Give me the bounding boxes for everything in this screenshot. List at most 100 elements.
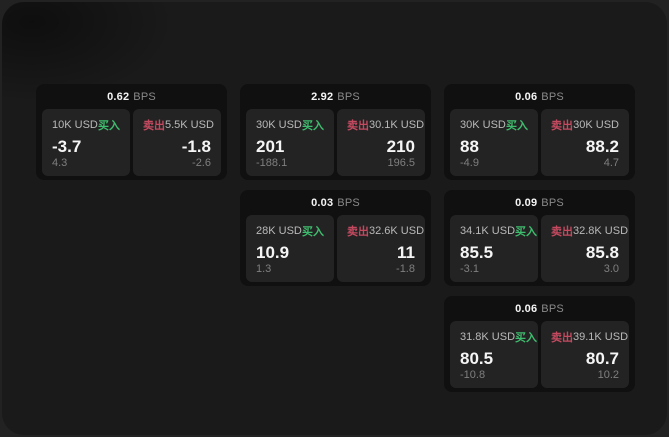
sell-sub-value: -2.6 bbox=[192, 156, 211, 169]
sell-panel-header: 卖出 30.1K USD bbox=[347, 117, 424, 133]
sell-side-label: 卖出 bbox=[551, 226, 573, 238]
sell-side-label: 卖出 bbox=[143, 120, 165, 132]
buy-price: 85.5 bbox=[460, 243, 494, 262]
sell-panel[interactable]: 卖出 5.5K USD -1.8 -2.6 bbox=[133, 109, 221, 176]
sell-panel-header: 卖出 32.6K USD bbox=[347, 223, 424, 239]
buy-sub-value: -10.8 bbox=[460, 368, 486, 381]
buy-price: -3.7 bbox=[52, 137, 82, 156]
sell-amount: 32.6K USD bbox=[369, 225, 425, 237]
sell-panel-header: 卖出 39.1K USD bbox=[551, 329, 628, 345]
sell-price: 88.2 bbox=[585, 137, 619, 156]
buy-sub-value: -4.9 bbox=[460, 156, 479, 169]
buy-panel-header: 10K USD 买入 bbox=[52, 117, 120, 133]
sell-panel-header: 卖出 5.5K USD bbox=[143, 117, 214, 133]
bps-unit-label: BPS bbox=[337, 90, 360, 103]
quote-panels: 31.8K USD 买入 80.5 -10.8 卖出 39.1K USD 80.… bbox=[444, 321, 635, 394]
quote-card[interactable]: 0.03 BPS 28K USD 买入 10.9 1.3 卖出 32.6K US… bbox=[240, 190, 431, 286]
buy-panel-header: 28K USD 买入 bbox=[256, 223, 324, 239]
quote-panels: 30K USD 买入 88 -4.9 卖出 30K USD 88.2 4.7 bbox=[444, 109, 635, 182]
buy-panel[interactable]: 34.1K USD 买入 85.5 -3.1 bbox=[450, 215, 538, 282]
bps-value: 0.62 bbox=[107, 90, 130, 103]
quote-card[interactable]: 0.09 BPS 34.1K USD 买入 85.5 -3.1 卖出 32.8K… bbox=[444, 190, 635, 286]
card-header: 0.06 BPS bbox=[444, 296, 635, 321]
sell-price: 85.8 bbox=[585, 243, 619, 262]
bps-unit-label: BPS bbox=[541, 90, 564, 103]
sell-panel[interactable]: 卖出 30.1K USD 210 196.5 bbox=[337, 109, 425, 176]
buy-amount: 30K USD bbox=[460, 119, 506, 131]
buy-price: 80.5 bbox=[460, 349, 494, 368]
sell-panel[interactable]: 卖出 39.1K USD 80.7 10.2 bbox=[541, 321, 629, 388]
card-header: 0.62 BPS bbox=[36, 84, 227, 109]
buy-panel[interactable]: 31.8K USD 买入 80.5 -10.8 bbox=[450, 321, 538, 388]
quotes-grid: 0.62 BPS 10K USD 买入 -3.7 4.3 卖出 5.5K USD… bbox=[36, 84, 635, 392]
sell-panel[interactable]: 卖出 30K USD 88.2 4.7 bbox=[541, 109, 629, 176]
buy-side-label: 买入 bbox=[98, 120, 120, 132]
sell-panel[interactable]: 卖出 32.6K USD 11 -1.8 bbox=[337, 215, 425, 282]
buy-amount: 31.8K USD bbox=[460, 331, 516, 343]
card-header: 0.03 BPS bbox=[240, 190, 431, 215]
bps-unit-label: BPS bbox=[541, 196, 564, 209]
sell-price: 11 bbox=[397, 243, 415, 262]
bps-unit-label: BPS bbox=[133, 90, 156, 103]
sell-price: -1.8 bbox=[181, 137, 211, 156]
sell-sub-value: 10.2 bbox=[597, 368, 619, 381]
buy-amount: 28K USD bbox=[256, 225, 302, 237]
card-header: 2.92 BPS bbox=[240, 84, 431, 109]
sell-amount: 5.5K USD bbox=[165, 119, 214, 131]
sell-amount: 32.8K USD bbox=[573, 225, 629, 237]
sell-side-label: 卖出 bbox=[551, 332, 573, 344]
buy-side-label: 买入 bbox=[302, 226, 324, 238]
buy-side-label: 买入 bbox=[302, 120, 324, 132]
bps-unit-label: BPS bbox=[541, 302, 564, 315]
sell-panel-header: 卖出 32.8K USD bbox=[551, 223, 628, 239]
buy-panel[interactable]: 28K USD 买入 10.9 1.3 bbox=[246, 215, 334, 282]
quote-card[interactable]: 2.92 BPS 30K USD 买入 201 -188.1 卖出 30.1K … bbox=[240, 84, 431, 180]
bps-value: 0.03 bbox=[311, 196, 334, 209]
quote-card[interactable]: 0.06 BPS 31.8K USD 买入 80.5 -10.8 卖出 39.1… bbox=[444, 296, 635, 392]
sell-price: 80.7 bbox=[585, 349, 619, 368]
buy-amount: 30K USD bbox=[256, 119, 302, 131]
sell-sub-value: 196.5 bbox=[387, 156, 415, 169]
quote-panels: 28K USD 买入 10.9 1.3 卖出 32.6K USD 11 -1.8 bbox=[240, 215, 431, 288]
quote-panels: 30K USD 买入 201 -188.1 卖出 30.1K USD 210 1… bbox=[240, 109, 431, 182]
buy-amount: 10K USD bbox=[52, 119, 98, 131]
buy-panel-header: 31.8K USD 买入 bbox=[460, 329, 537, 345]
sell-sub-value: 4.7 bbox=[603, 156, 619, 169]
buy-sub-value: -188.1 bbox=[256, 156, 288, 169]
bps-value: 0.06 bbox=[515, 90, 538, 103]
quote-panels: 10K USD 买入 -3.7 4.3 卖出 5.5K USD -1.8 -2.… bbox=[36, 109, 227, 182]
buy-price: 10.9 bbox=[256, 243, 290, 262]
sell-sub-value: 3.0 bbox=[603, 262, 619, 275]
buy-panel[interactable]: 10K USD 买入 -3.7 4.3 bbox=[42, 109, 130, 176]
sell-amount: 30.1K USD bbox=[369, 119, 425, 131]
buy-panel-header: 34.1K USD 买入 bbox=[460, 223, 537, 239]
bps-value: 0.09 bbox=[515, 196, 538, 209]
sell-panel[interactable]: 卖出 32.8K USD 85.8 3.0 bbox=[541, 215, 629, 282]
buy-side-label: 买入 bbox=[506, 120, 528, 132]
bps-value: 2.92 bbox=[311, 90, 334, 103]
buy-price: 88 bbox=[460, 137, 479, 156]
sell-amount: 30K USD bbox=[573, 119, 619, 131]
sell-sub-value: -1.8 bbox=[396, 262, 415, 275]
sell-panel-header: 卖出 30K USD bbox=[551, 117, 619, 133]
card-header: 0.06 BPS bbox=[444, 84, 635, 109]
buy-panel[interactable]: 30K USD 买入 88 -4.9 bbox=[450, 109, 538, 176]
buy-sub-value: -3.1 bbox=[460, 262, 479, 275]
card-header: 0.09 BPS bbox=[444, 190, 635, 215]
buy-side-label: 买入 bbox=[515, 332, 538, 344]
sell-amount: 39.1K USD bbox=[573, 331, 629, 343]
sell-side-label: 卖出 bbox=[347, 120, 369, 132]
sell-side-label: 卖出 bbox=[551, 120, 573, 132]
buy-price: 201 bbox=[256, 137, 285, 156]
buy-panel[interactable]: 30K USD 买入 201 -188.1 bbox=[246, 109, 334, 176]
quote-panels: 34.1K USD 买入 85.5 -3.1 卖出 32.8K USD 85.8… bbox=[444, 215, 635, 288]
buy-panel-header: 30K USD 买入 bbox=[256, 117, 324, 133]
quote-card[interactable]: 0.62 BPS 10K USD 买入 -3.7 4.3 卖出 5.5K USD… bbox=[36, 84, 227, 180]
quote-card[interactable]: 0.06 BPS 30K USD 买入 88 -4.9 卖出 30K USD 8… bbox=[444, 84, 635, 180]
bps-value: 0.06 bbox=[515, 302, 538, 315]
sell-side-label: 卖出 bbox=[347, 226, 369, 238]
sell-price: 210 bbox=[386, 137, 415, 156]
buy-panel-header: 30K USD 买入 bbox=[460, 117, 528, 133]
buy-amount: 34.1K USD bbox=[460, 225, 516, 237]
buy-sub-value: 1.3 bbox=[256, 262, 272, 275]
